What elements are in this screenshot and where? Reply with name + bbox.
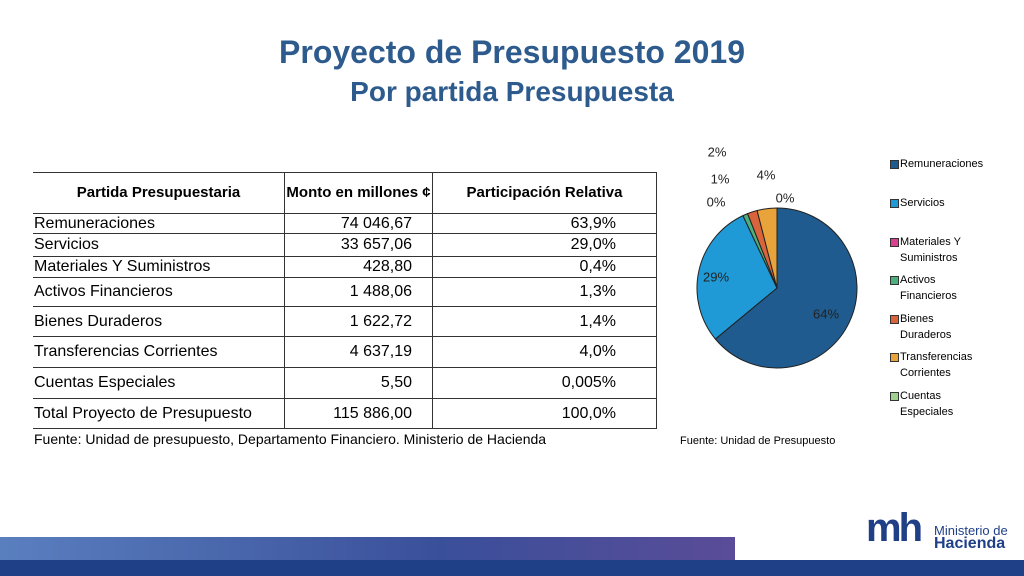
pie-chart: 64%29%0%1%2%4%0% (696, 144, 858, 369)
table-cell: 0,4% (432, 256, 657, 278)
table-cell: Materiales Y Suministros (33, 256, 285, 278)
data-label: 0% (776, 190, 795, 205)
legend-entry: Materiales Y Suministros (890, 234, 1000, 266)
footer-band (0, 560, 1024, 576)
legend-swatch (890, 315, 899, 324)
legend-swatch (890, 392, 899, 401)
legend-label: Servicios (900, 197, 945, 209)
legend-entry: Remuneraciones (890, 156, 1000, 172)
table-cell: 115 886,00 (284, 398, 433, 429)
table-cell: 428,80 (284, 256, 433, 278)
legend-label: Activos Financieros (900, 274, 957, 302)
legend-entry: Cuentas Especiales (890, 388, 1000, 420)
data-label: 4% (757, 167, 776, 182)
legend-label: Transferencias Corrientes (900, 351, 973, 379)
table-cell: 1,3% (432, 277, 657, 307)
legend-entry: Servicios (890, 195, 1000, 211)
table-cell: Transferencias Corrientes (33, 336, 285, 368)
table-row: Activos Financieros 1 488,06 1,3% (33, 277, 657, 307)
table-cell: 33 657,06 (284, 233, 433, 257)
data-label: 1% (711, 171, 730, 186)
legend-swatch (890, 160, 899, 169)
table-cell: 0,005% (432, 367, 657, 399)
data-label: 29% (703, 269, 729, 284)
legend-swatch (890, 276, 899, 285)
footer-band (0, 537, 735, 560)
table-cell: 100,0% (432, 398, 657, 429)
table-cell: 4,0% (432, 336, 657, 368)
table-cell: Cuentas Especiales (33, 367, 285, 399)
legend-entry: Transferencias Corrientes (890, 349, 1000, 381)
logo-text: Hacienda (934, 535, 1006, 552)
table-row: Materiales Y Suministros 428,80 0,4% (33, 256, 657, 278)
table-cell: Servicios (33, 233, 285, 257)
legend-swatch (890, 238, 899, 247)
chart-source: Fuente: Unidad de Presupuesto (680, 435, 836, 447)
table-cell: 4 637,19 (284, 336, 433, 368)
data-label: 64% (813, 306, 839, 321)
legend-label: Cuentas Especiales (900, 390, 954, 418)
legend-label: Remuneraciones (900, 158, 984, 170)
pie-slice (714, 207, 858, 369)
table-row: Bienes Duraderos 1 622,72 1,4% (33, 306, 657, 337)
legend-label: Materiales Y Suministros (900, 236, 961, 264)
legend-entry: Activos Financieros (890, 272, 1000, 304)
title: Proyecto de Presupuesto 2019 (279, 34, 745, 70)
legend-entry: Bienes Duraderos (890, 311, 1000, 343)
table-row: Total Proyecto de Presupuesto 115 886,00 1… (33, 398, 657, 429)
column-header: Participación Relativa (432, 172, 657, 214)
legend-swatch (890, 353, 899, 362)
data-label: 2% (708, 144, 727, 159)
column-header: Monto en millones ¢ (284, 172, 433, 214)
table-cell: 1 488,06 (284, 277, 433, 307)
table-source: Fuente: Unidad de presupuesto, Departame… (34, 431, 547, 447)
table-row: Remuneraciones 74 046,67 63,9% (33, 213, 657, 234)
table-cell: Remuneraciones (33, 213, 285, 234)
legend-label: Bienes Duraderos (900, 313, 952, 341)
table-cell: 1 622,72 (284, 306, 433, 337)
table-row: Transferencias Corrientes 4 637,19 4,0% (33, 336, 657, 368)
logo-mark: mh (866, 506, 923, 550)
column-header: Partida Presupuestaria (33, 172, 285, 214)
table-cell: 63,9% (432, 213, 657, 234)
table-row: Servicios 33 657,06 29,0% (33, 233, 657, 257)
data-label: 0% (707, 194, 726, 209)
logo-text: Ministerio de (934, 523, 1008, 538)
subtitle: Por partida Presupuesta (350, 76, 674, 107)
table-cell: 5,50 (284, 367, 433, 399)
table-cell: 29,0% (432, 233, 657, 257)
table-cell: 74 046,67 (284, 213, 433, 234)
budget-table: Partida Presupuestaria Monto en millones … (33, 172, 657, 429)
table-cell: 1,4% (432, 306, 657, 337)
table-cell: Total Proyecto de Presupuesto (33, 398, 285, 429)
table-cell: Activos Financieros (33, 277, 285, 307)
table-cell: Bienes Duraderos (33, 306, 285, 337)
legend-swatch (890, 199, 899, 208)
table-row: Cuentas Especiales 5,50 0,005% (33, 367, 657, 399)
